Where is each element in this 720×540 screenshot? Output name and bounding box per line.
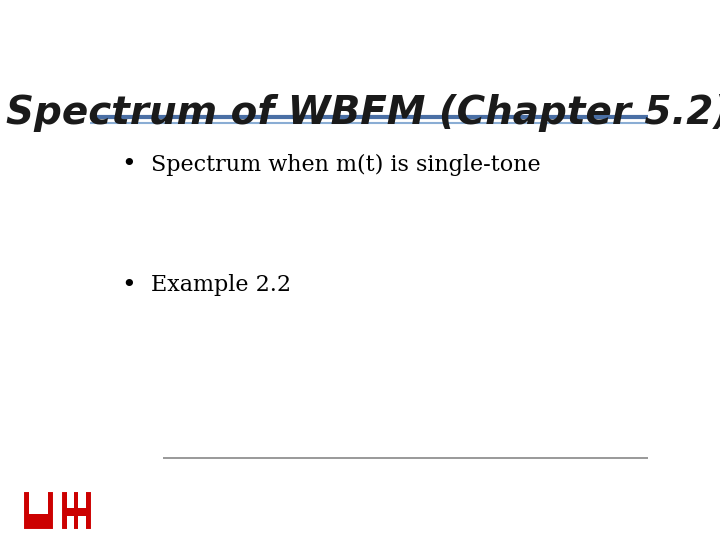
Text: Example 2.2: Example 2.2 <box>151 274 292 296</box>
Bar <box>61 491 92 530</box>
Bar <box>67 489 74 508</box>
Bar <box>67 516 74 530</box>
Text: •: • <box>122 153 136 176</box>
Bar <box>23 491 54 530</box>
Bar <box>78 489 86 508</box>
Bar <box>29 489 48 514</box>
Text: •: • <box>122 274 136 296</box>
Text: Spectrum of WBFM (Chapter 5.2): Spectrum of WBFM (Chapter 5.2) <box>6 94 720 132</box>
Bar <box>61 491 92 530</box>
Text: Spectrum when m(t) is single-tone: Spectrum when m(t) is single-tone <box>151 153 541 176</box>
Bar <box>78 516 86 530</box>
Bar <box>23 491 54 530</box>
